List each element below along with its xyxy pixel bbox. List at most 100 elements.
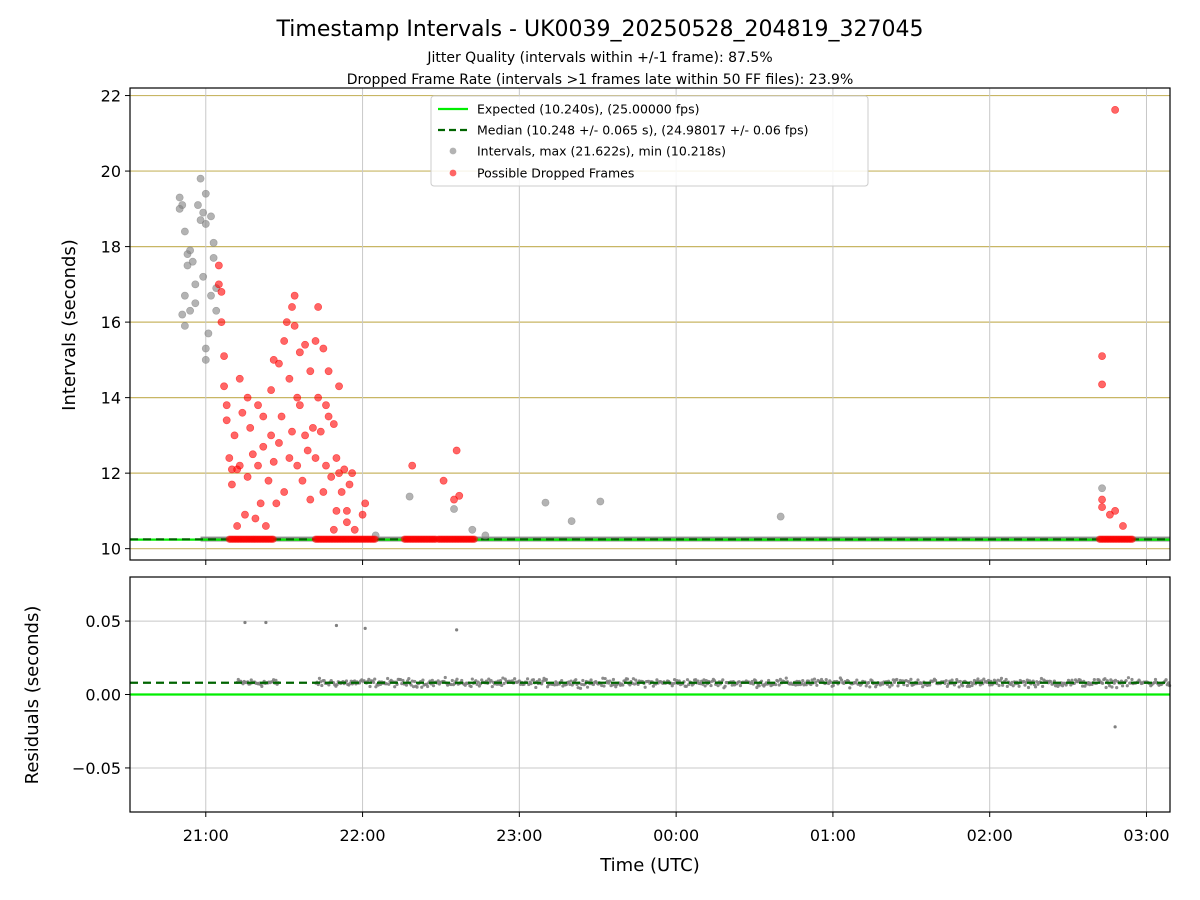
residual-point	[909, 677, 913, 681]
top-y-axis-label: Intervals (seconds)	[59, 239, 80, 411]
residual-point	[961, 684, 965, 688]
interval-point	[468, 525, 477, 534]
residual-point	[1028, 679, 1032, 683]
dropped-frame-point	[280, 488, 289, 496]
residual-point	[712, 679, 717, 683]
residual-point	[1112, 681, 1116, 685]
dropped-frame-point	[470, 535, 479, 543]
dropped-frame-point	[235, 461, 244, 470]
residual-point	[450, 678, 454, 683]
dropped-frame-point	[298, 476, 307, 485]
residual-point	[1017, 684, 1021, 688]
residual-point	[367, 677, 371, 681]
dropped-frame-point	[301, 431, 309, 440]
residual-point	[709, 683, 713, 688]
legend-box	[430, 95, 869, 187]
residual-point	[1126, 676, 1131, 680]
residual-point	[327, 683, 331, 687]
dropped-frame-point	[214, 280, 223, 289]
legend-entry-label: Possible Dropped Frames	[477, 166, 634, 181]
residual-point	[839, 678, 844, 682]
residual-point	[554, 680, 558, 684]
residual-point	[498, 679, 503, 683]
residual-point	[581, 678, 585, 683]
residual-point	[864, 684, 868, 688]
dropped-frame-point	[288, 303, 296, 311]
interval-point	[209, 238, 218, 247]
residual-point	[723, 684, 727, 688]
residual-point	[916, 678, 920, 682]
residual-point	[716, 684, 720, 688]
residual-point	[945, 684, 949, 689]
residual-point	[560, 679, 564, 683]
dropped-frame-point	[214, 261, 223, 270]
chart-title: Timestamp Intervals - UK0039_20250528_20…	[276, 17, 924, 42]
residual-point	[895, 677, 899, 682]
interval-point	[178, 201, 187, 209]
dropped-frame-point	[295, 401, 304, 410]
top-y-tick-label: 16	[101, 313, 121, 332]
residual-point	[750, 679, 754, 684]
residual-point	[409, 683, 413, 687]
dropped-frame-point	[319, 488, 328, 496]
interval-point	[204, 329, 213, 338]
interval-point	[201, 189, 210, 198]
residual-point	[919, 681, 924, 685]
residual-point	[243, 620, 247, 625]
residual-point	[754, 679, 758, 683]
residual-point	[430, 678, 434, 683]
residual-point	[696, 679, 700, 683]
dropped-frame-point	[1128, 535, 1136, 543]
dropped-frame-point	[1098, 380, 1106, 389]
residual-point	[777, 683, 781, 687]
residual-point	[988, 683, 992, 687]
residual-point	[1124, 679, 1128, 683]
residual-point	[730, 683, 734, 687]
dropped-frame-point	[1098, 352, 1106, 360]
residual-point	[513, 677, 517, 681]
residual-point	[801, 679, 805, 683]
dropped-frame-point	[1111, 106, 1120, 114]
residual-point	[999, 676, 1004, 680]
residual-point	[569, 679, 573, 683]
dropped-frame-point	[267, 431, 276, 440]
residual-point	[578, 686, 583, 690]
dropped-frame-point	[342, 507, 351, 515]
residual-point	[703, 684, 707, 688]
residual-point	[1105, 679, 1109, 683]
dropped-frame-point	[1098, 503, 1106, 512]
interval-point	[196, 174, 205, 183]
chart-legend: Expected (10.240s), (25.00000 fps) Median…	[430, 95, 869, 187]
residual-point	[608, 679, 612, 683]
bottom-y-tick-label: 0.00	[85, 686, 121, 705]
residual-point	[1041, 684, 1045, 689]
residual-point	[824, 677, 828, 682]
residual-point	[589, 678, 593, 682]
dropped-frame-point	[290, 291, 299, 300]
residual-point	[896, 684, 900, 688]
x-tick-label: 03:00	[1123, 826, 1169, 845]
residual-point	[404, 683, 409, 687]
interval-point	[1098, 484, 1106, 493]
dropped-frame-point	[1105, 510, 1114, 519]
interval-point	[191, 299, 200, 308]
residual-point	[426, 684, 430, 689]
interval-point	[207, 291, 215, 300]
residual-point	[628, 683, 632, 687]
residual-point	[848, 686, 852, 690]
dropped-frame-point	[280, 337, 289, 345]
interval-point	[541, 498, 550, 507]
dropped-frame-point	[371, 535, 379, 543]
dropped-frame-point	[408, 461, 417, 470]
interval-point	[180, 227, 189, 236]
dropped-frame-point	[241, 510, 249, 519]
residual-point	[1164, 678, 1168, 682]
dropped-frame-point	[452, 446, 461, 455]
chart-subtitle-dropped: Dropped Frame Rate (intervals >1 frames …	[347, 72, 854, 88]
residual-point	[610, 683, 614, 687]
dropped-frame-point	[306, 367, 315, 376]
dropped-frame-point	[311, 454, 320, 462]
x-tick-label: 00:00	[653, 826, 699, 845]
residuals-panel: 0.05 0.00 −0.05 21:00 22:00 23:00 00:00 01:00 02…	[72, 576, 1172, 845]
interval-point	[191, 280, 200, 289]
